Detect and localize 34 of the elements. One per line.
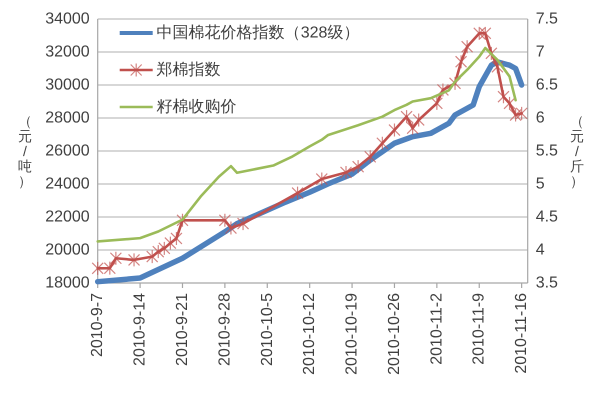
y2-tick-label: 6.5 [536,76,558,94]
x-tick-label: 2010-11-16 [513,293,530,374]
y-tick-label: 20000 [45,242,90,258]
y2-tick-label: 6 [536,110,545,126]
y-axis-title: （元/吨） [18,113,32,189]
x-tick-label: 2010-10-12 [301,293,318,375]
y-tick-label: 34000 [45,10,90,28]
y-tick-label: 26000 [45,142,90,160]
legend-label: 籽棉收购价 [156,98,237,116]
y2-tick-label: 5.5 [536,142,558,160]
y2-tick-label: 7.5 [536,10,558,28]
x-tick-label: 2010-10-19 [344,293,361,375]
y-tick-label: 24000 [45,176,90,192]
y-tick-label: 22000 [45,208,90,226]
legend-label: 郑棉指数 [156,62,221,78]
y2-tick-label: 4 [536,242,545,258]
y2-axis-title: （元/斤） [570,113,584,189]
x-tick-label: 2010-9-14 [132,293,149,366]
x-tick-label: 2010-11-9 [470,293,488,365]
x-tick-label: 2010-9-28 [216,293,234,366]
y2-tick-label: 4.5 [536,208,558,226]
x-tick-label: 2010-10-26 [386,293,403,375]
x-tick-label: 2010-9-21 [174,293,191,366]
y2-tick-label: 7 [536,44,545,60]
x-tick-label: 2010-10-5 [258,293,276,366]
y2-tick-label: 5 [536,176,545,192]
y-tick-label: 28000 [45,110,90,126]
y2-tick-label: 3.5 [536,274,558,292]
y-tick-label: 18000 [45,274,90,292]
legend-label: 中国棉花价格指数（328级） [156,24,360,42]
y-tick-label: 30000 [45,76,90,94]
y-tick-label: 32000 [45,44,90,60]
x-tick-label: 2010-9-7 [89,293,106,358]
x-tick-label: 2010-11-2 [428,293,446,365]
